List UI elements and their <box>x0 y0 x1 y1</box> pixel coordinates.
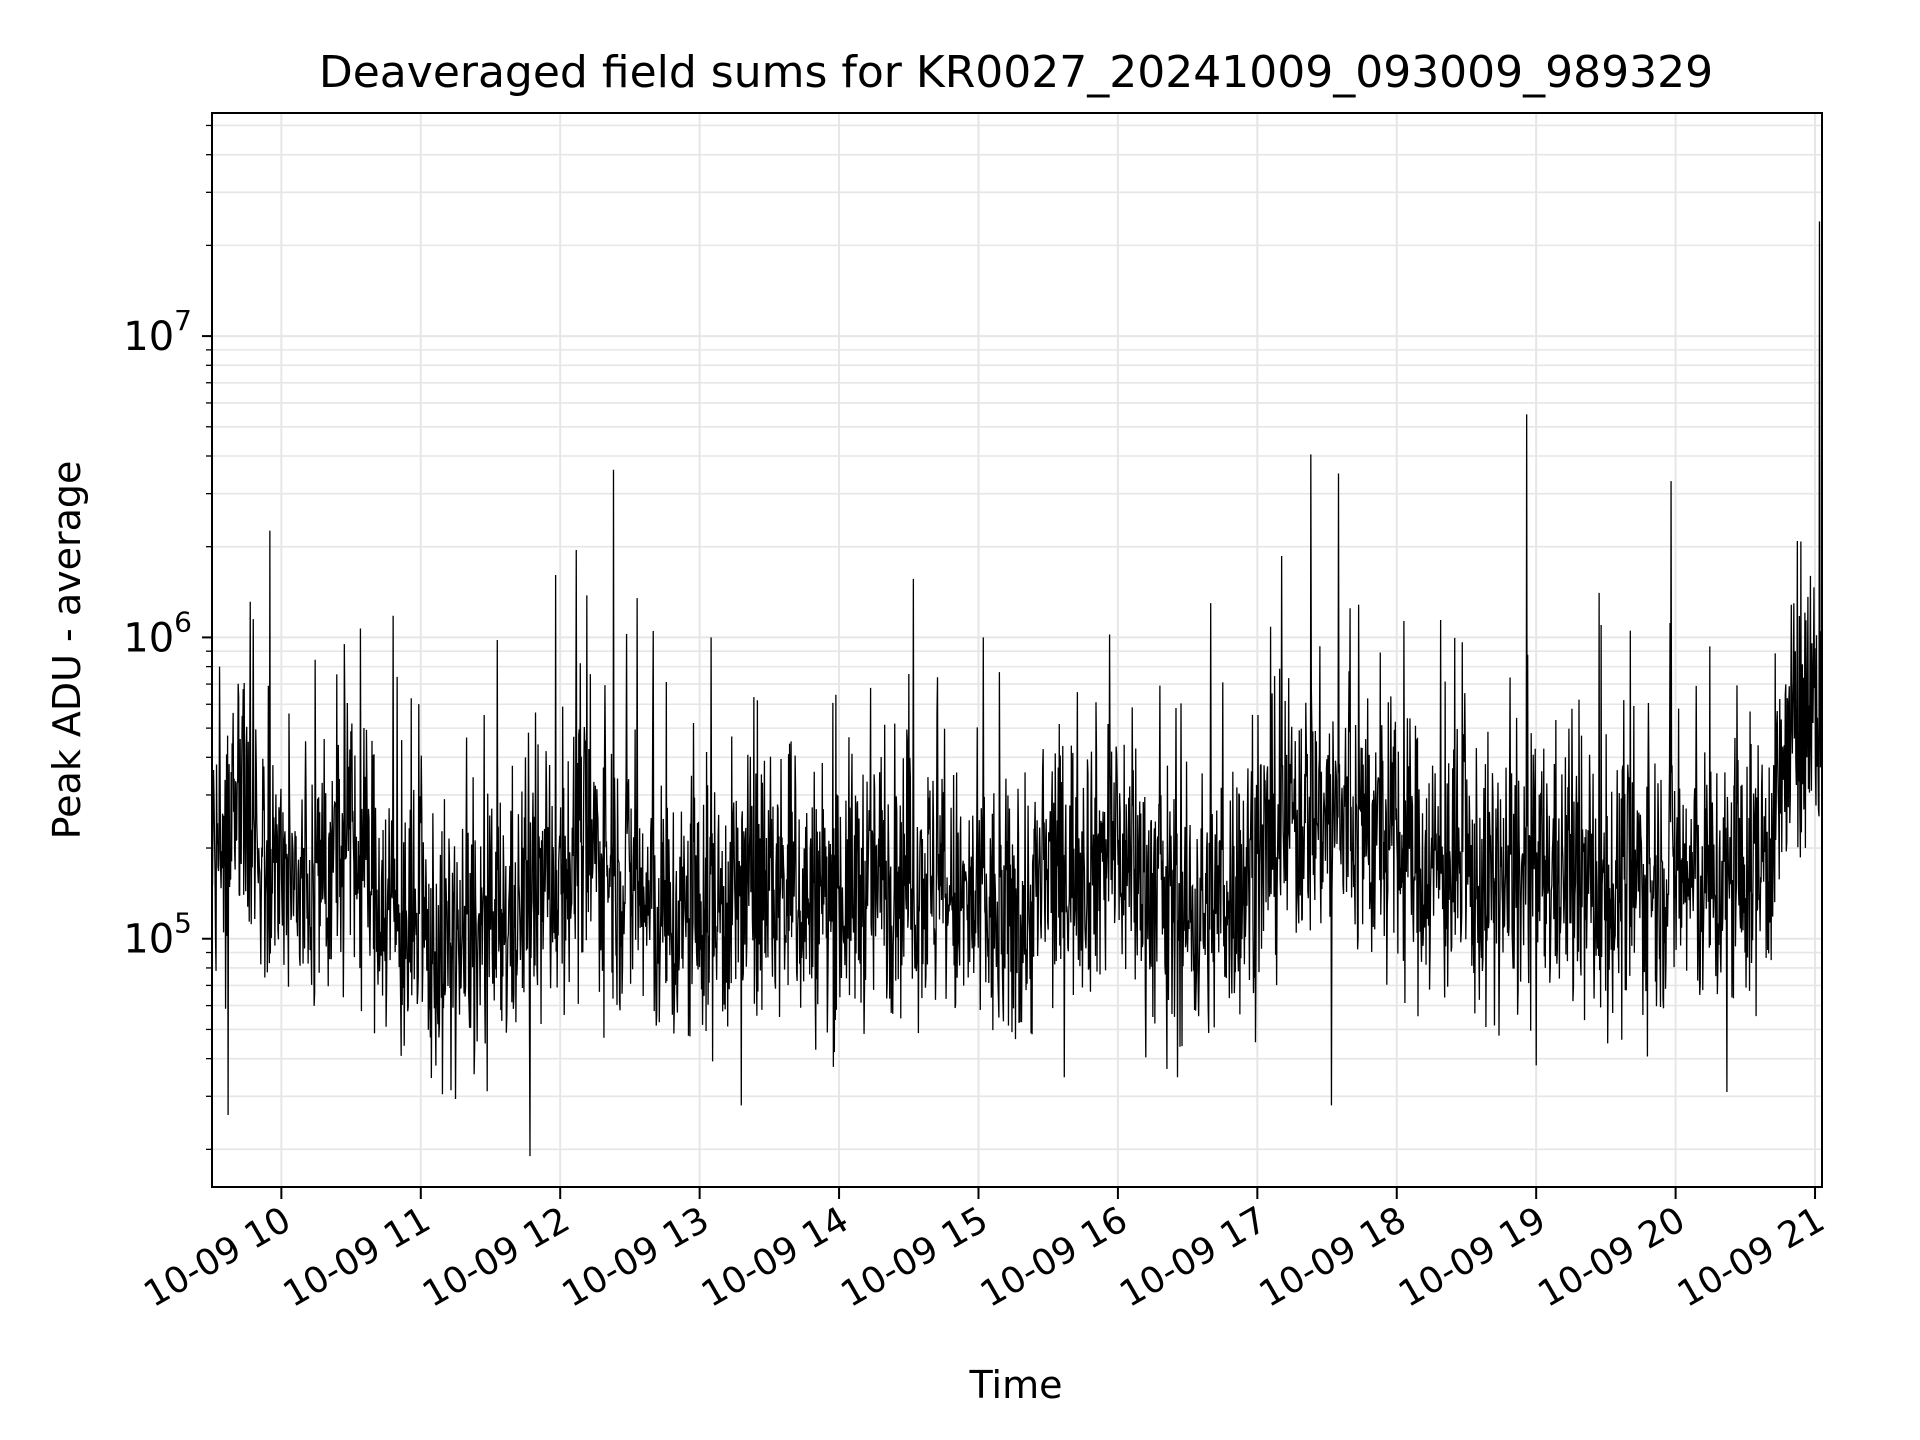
x-tick-label: 10-09 20 <box>1531 1199 1692 1315</box>
y-tick-label-base: 10 <box>123 917 174 963</box>
x-tick-label: 10-09 17 <box>1113 1199 1274 1315</box>
y-tick-label-base: 10 <box>123 314 174 360</box>
x-tick-label: 10-09 19 <box>1392 1199 1553 1315</box>
y-tick-label-base: 10 <box>123 615 174 661</box>
plot-area <box>211 221 1823 1157</box>
x-tick-label: 10-09 14 <box>695 1199 856 1315</box>
y-tick-label-exp: 7 <box>174 304 192 337</box>
x-axis-label: Time <box>969 1363 1063 1407</box>
x-tick-label: 10-09 15 <box>834 1199 995 1315</box>
x-tick-label: 10-09 10 <box>137 1199 298 1315</box>
plot-frame <box>211 112 1823 1188</box>
x-tick-label: 10-09 18 <box>1253 1199 1414 1315</box>
chart-title: Deaveraged field sums for KR0027_2024100… <box>319 47 1713 98</box>
data-series-line <box>211 221 1823 1157</box>
y-tick-label-exp: 5 <box>174 907 192 940</box>
y-tick-label: 107 <box>123 304 192 360</box>
y-tick-label: 106 <box>123 605 192 661</box>
x-tick-label: 10-09 13 <box>555 1199 716 1315</box>
x-tick-label: 10-09 21 <box>1671 1199 1832 1315</box>
y-axis-label: Peak ADU - average <box>45 461 89 840</box>
y-tick-label-exp: 6 <box>174 605 192 638</box>
x-tick-label: 10-09 16 <box>974 1199 1135 1315</box>
grid-layer <box>212 113 1822 1187</box>
y-tick-label: 105 <box>123 907 192 963</box>
x-tick-label: 10-09 11 <box>277 1199 438 1315</box>
x-tick-label: 10-09 12 <box>416 1199 577 1315</box>
